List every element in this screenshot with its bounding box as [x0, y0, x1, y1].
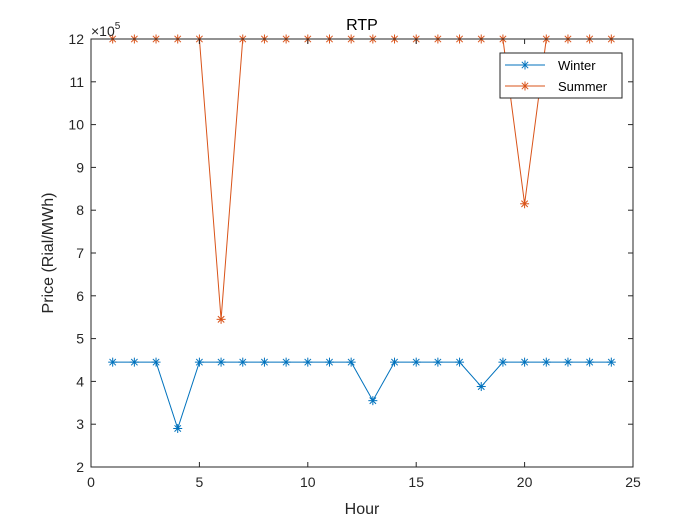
data-point-winter — [390, 357, 400, 367]
data-point-winter — [520, 357, 530, 367]
data-point-winter — [281, 357, 291, 367]
y-tick-label: 2 — [76, 459, 84, 475]
chart-title: RTP — [346, 17, 378, 34]
y-exponent-multiplier: ×105 — [91, 21, 121, 39]
data-point-winter — [108, 357, 118, 367]
legend-box — [499, 52, 623, 99]
data-point-winter — [346, 357, 356, 367]
data-point-winter — [151, 357, 161, 367]
data-point-winter — [194, 357, 204, 367]
data-point-winter — [541, 357, 551, 367]
legend-marker-winter — [520, 60, 530, 70]
y-tick-label: 8 — [76, 202, 84, 218]
data-point-summer — [520, 199, 530, 209]
y-tick-label: 4 — [76, 373, 84, 389]
data-point-winter — [455, 357, 465, 367]
x-tick-label: 5 — [196, 474, 204, 490]
x-axis-label: Hour — [345, 501, 380, 518]
y-tick-label: 9 — [76, 159, 84, 175]
legend-marker-summer — [520, 81, 530, 91]
legend-label-summer: Summer — [558, 79, 608, 94]
data-point-winter — [238, 357, 248, 367]
y-tick-label: 10 — [68, 117, 84, 133]
data-point-winter — [216, 357, 226, 367]
legend-label-winter: Winter — [558, 58, 596, 73]
x-tick-label: 25 — [625, 474, 641, 490]
y-tick-label: 7 — [76, 245, 84, 261]
legend-asterisk-summer — [520, 81, 530, 91]
data-point-winter — [498, 357, 508, 367]
y-tick-label: 3 — [76, 416, 84, 432]
y-axis-label: Price (Rial/MWh) — [40, 193, 57, 314]
legend-asterisk-winter — [520, 60, 530, 70]
data-point-winter — [476, 382, 486, 392]
data-point-summer — [216, 314, 226, 324]
x-tick-label: 0 — [87, 474, 95, 490]
x-tick-label: 10 — [300, 474, 316, 490]
y-exponent-base: ×10 — [91, 23, 115, 39]
data-point-winter — [173, 423, 183, 433]
y-tick-label: 5 — [76, 331, 84, 347]
x-tick-label: 15 — [408, 474, 424, 490]
data-point-winter — [368, 396, 378, 406]
tick-layer: 0 5 10 15 20 25 2 3 4 5 6 7 8 9 10 11 12 — [68, 31, 641, 490]
data-point-winter — [606, 357, 616, 367]
data-point-winter — [324, 357, 334, 367]
data-point-winter — [585, 357, 595, 367]
plot-area — [91, 39, 633, 467]
y-tick-label: 12 — [68, 31, 84, 47]
x-tick-label: 20 — [517, 474, 533, 490]
axes-box — [90, 38, 634, 468]
legend: Winter Summer — [499, 52, 623, 99]
data-point-winter — [411, 357, 421, 367]
data-point-winter — [129, 357, 139, 367]
data-point-winter — [563, 357, 573, 367]
data-point-winter — [433, 357, 443, 367]
data-point-winter — [303, 357, 313, 367]
y-exponent-power: 5 — [115, 21, 121, 32]
y-tick-label: 6 — [76, 288, 84, 304]
y-tick-label: 11 — [69, 74, 84, 90]
data-point-winter — [259, 357, 269, 367]
